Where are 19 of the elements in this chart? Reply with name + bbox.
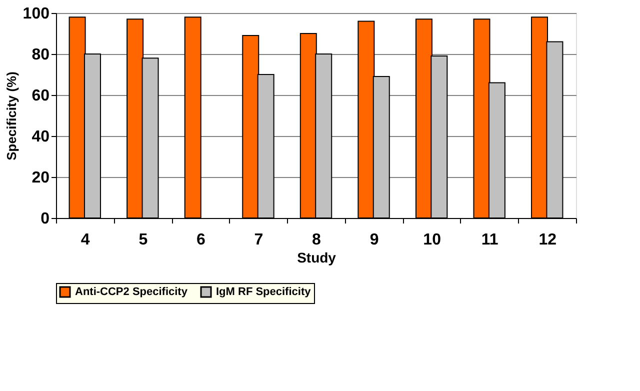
legend-label: Anti-CCP2 Specificity — [75, 286, 188, 298]
y-tick-label: 60 — [32, 88, 50, 104]
y-tick-label: 20 — [32, 170, 50, 186]
x-tick-label: 11 — [481, 232, 498, 248]
x-axis-title: Study — [297, 250, 336, 266]
x-tick-label: 8 — [312, 232, 322, 248]
legend-label: IgM RF Specificity — [216, 286, 312, 298]
x-tick-label: 9 — [370, 232, 379, 248]
x-tick-label: 10 — [423, 232, 442, 248]
x-tick-label: 6 — [196, 232, 206, 248]
x-tick-label: 12 — [538, 232, 557, 248]
x-tick-label: 4 — [80, 232, 90, 248]
y-tick-label: 40 — [32, 128, 50, 146]
y-axis-title: Specificity (%) — [4, 72, 19, 160]
x-tick-label: 7 — [254, 232, 264, 248]
y-tick-label: 100 — [22, 6, 50, 22]
x-tick-label: 5 — [138, 232, 148, 248]
y-tick-label: 0 — [40, 210, 50, 228]
y-tick-label: 80 — [32, 46, 50, 64]
